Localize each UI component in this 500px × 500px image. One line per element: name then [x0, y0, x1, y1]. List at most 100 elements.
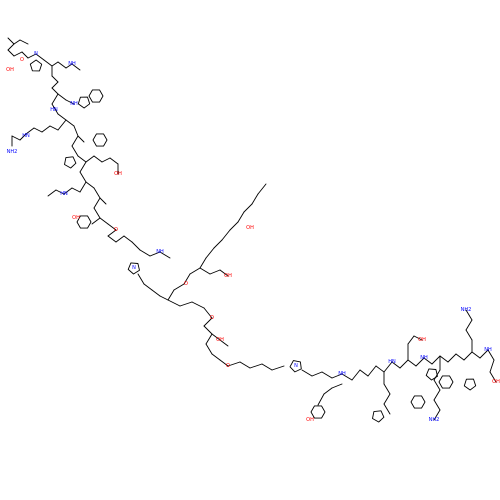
- bond: [271, 365, 285, 371]
- bond: [93, 187, 101, 199]
- bond: [301, 369, 313, 377]
- guanidine-nh2-2-text: NH2: [429, 417, 440, 423]
- bond: [203, 325, 213, 335]
- imidazole-ring: [64, 156, 77, 169]
- bond: [465, 309, 473, 321]
- bond: [99, 217, 109, 225]
- bond-layer: [7, 37, 497, 421]
- ether-o-2: O: [210, 315, 214, 321]
- hydroxyl-1-text: OH: [6, 67, 14, 73]
- bond: [399, 359, 409, 369]
- bond: [199, 267, 211, 275]
- bond: [7, 49, 15, 57]
- bond: [85, 181, 95, 189]
- proline-n-1-text: N: [34, 51, 38, 57]
- bond: [71, 63, 81, 71]
- amide-6-text: NH: [420, 355, 428, 361]
- bond: [151, 289, 161, 297]
- bond: [79, 161, 87, 173]
- bond: [227, 361, 241, 367]
- bond: [33, 127, 43, 133]
- indole-benzene-ring: [88, 89, 104, 103]
- bond: [351, 369, 361, 381]
- bond: [77, 155, 87, 163]
- amide-1: NH: [68, 61, 76, 67]
- bond: [237, 211, 245, 223]
- amide-2: HN: [60, 191, 68, 197]
- bond: [487, 349, 495, 361]
- bond: [311, 371, 323, 377]
- bond: [439, 355, 449, 363]
- bond: [25, 127, 35, 135]
- bond: [251, 193, 259, 205]
- bond: [317, 393, 325, 406]
- bond: [205, 247, 215, 259]
- bond: [57, 119, 67, 131]
- bond: [489, 371, 497, 383]
- triazole-n-2: N: [294, 363, 298, 369]
- bond: [189, 267, 201, 275]
- amine-1-text: HN: [50, 107, 58, 113]
- bond: [331, 373, 343, 379]
- bond: [479, 349, 489, 359]
- guanidine-nh: HN: [22, 133, 30, 139]
- triazole-n-2-text: N: [294, 363, 298, 369]
- lysine-nh2-text: NH2: [461, 307, 472, 313]
- bond: [407, 335, 415, 345]
- tyrosine-phenyl-ring-2: [310, 405, 326, 419]
- proline-ring-2: [463, 378, 477, 391]
- bond: [219, 339, 229, 347]
- bond: [137, 273, 145, 285]
- bond: [21, 51, 29, 59]
- bond: [423, 357, 433, 365]
- bond: [93, 207, 101, 219]
- carboxyl-oh-text: OH: [492, 379, 500, 385]
- bond: [413, 335, 423, 341]
- bond: [199, 257, 207, 269]
- tyr-oh-text: OH: [72, 215, 80, 221]
- bond: [261, 363, 273, 371]
- bond: [249, 363, 263, 369]
- bond: [131, 241, 141, 251]
- bond: [191, 301, 205, 309]
- proline-n-1: N: [34, 51, 38, 57]
- proline-ring: [29, 59, 43, 72]
- bond: [109, 157, 119, 165]
- bond: [27, 53, 37, 59]
- bond: [229, 221, 239, 231]
- triazole-ring: [127, 262, 140, 275]
- alcohol-2: OH: [246, 225, 254, 231]
- bond: [367, 365, 377, 377]
- bond: [7, 37, 15, 45]
- bond: [57, 113, 67, 121]
- amide-4-text: NH: [338, 371, 346, 377]
- bond: [463, 351, 473, 361]
- alcohol-3: OH: [216, 337, 224, 343]
- guanidine-nh2-2: NH2: [429, 417, 440, 423]
- glu-oh-2: OH: [418, 337, 426, 343]
- bond: [79, 171, 87, 183]
- alcohol-3-text: OH: [216, 337, 224, 343]
- bond: [71, 135, 79, 147]
- bond: [465, 329, 473, 341]
- carbonyl-o-2: O: [114, 227, 118, 233]
- carbonyl-o-1-text: O: [20, 57, 24, 63]
- alcohol-1-text: OH: [224, 273, 232, 279]
- bond: [63, 187, 73, 195]
- triazole-n: N: [132, 265, 136, 271]
- bond: [55, 189, 65, 195]
- atom-label-layer: OH O N NH HN HN NH2 NH HN OH O OH NH N O OH OH O OH O N NH OH H…: [6, 51, 500, 423]
- bond: [51, 81, 59, 89]
- bond: [221, 229, 231, 241]
- bond: [51, 87, 59, 95]
- glu-oh-text: OH: [114, 171, 122, 177]
- bond: [11, 135, 21, 141]
- bond: [239, 361, 251, 369]
- bond: [383, 361, 393, 373]
- bond: [57, 61, 67, 69]
- bond: [107, 235, 117, 243]
- bond: [115, 235, 125, 243]
- bond: [159, 251, 171, 259]
- amide-2-text: HN: [60, 191, 68, 197]
